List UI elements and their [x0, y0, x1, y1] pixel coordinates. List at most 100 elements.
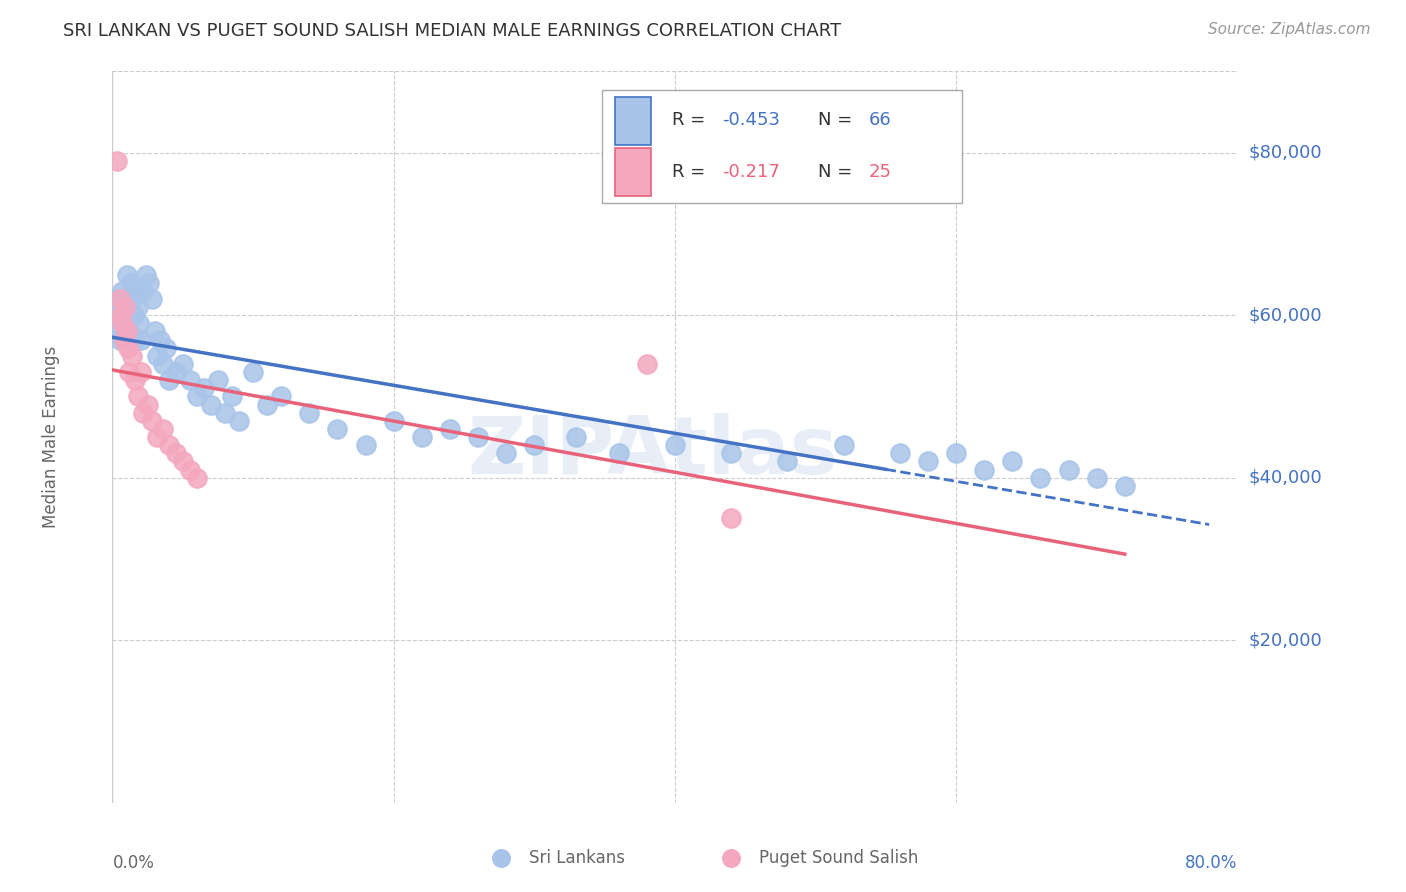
Point [889, 446, 911, 460]
Text: 66: 66 [869, 112, 891, 129]
Point [136, 398, 159, 412]
Point [354, 438, 377, 452]
Point [495, 446, 517, 460]
Point [129, 333, 152, 347]
Point [523, 438, 546, 452]
Text: 0.0%: 0.0% [112, 854, 155, 872]
Point [107, 308, 129, 322]
Text: R =: R = [672, 112, 710, 129]
Point [149, 333, 172, 347]
Point [118, 325, 141, 339]
Point [111, 316, 134, 330]
Point [165, 446, 187, 460]
Point [179, 462, 201, 476]
Point [104, 325, 127, 339]
Point [135, 268, 157, 282]
Text: Source: ZipAtlas.com: Source: ZipAtlas.com [1208, 22, 1371, 37]
Point [1057, 462, 1080, 476]
Point [172, 357, 194, 371]
Point [298, 406, 321, 420]
Point [128, 316, 150, 330]
Point [120, 276, 142, 290]
Point [270, 389, 292, 403]
Point [1001, 454, 1024, 468]
Point [124, 333, 146, 347]
Point [127, 389, 149, 403]
Point [467, 430, 489, 444]
Point [382, 414, 405, 428]
Text: Sri Lankans: Sri Lankans [529, 848, 624, 867]
Point [172, 454, 194, 468]
Point [973, 462, 995, 476]
Text: N =: N = [818, 162, 858, 180]
Point [111, 284, 134, 298]
Point [122, 308, 145, 322]
Point [207, 373, 229, 387]
Point [832, 438, 855, 452]
Point [108, 292, 131, 306]
Point [114, 292, 136, 306]
Text: SRI LANKAN VS PUGET SOUND SALISH MEDIAN MALE EARNINGS CORRELATION CHART: SRI LANKAN VS PUGET SOUND SALISH MEDIAN … [63, 22, 841, 40]
Point [256, 398, 278, 412]
Point [411, 430, 433, 444]
Text: $80,000: $80,000 [1249, 144, 1322, 161]
Point [664, 438, 686, 452]
Point [117, 341, 139, 355]
Text: $20,000: $20,000 [1249, 632, 1322, 649]
Point [165, 365, 187, 379]
Point [1085, 471, 1108, 485]
Point [146, 430, 169, 444]
Point [121, 292, 143, 306]
Text: $60,000: $60,000 [1249, 306, 1322, 324]
Point [439, 422, 461, 436]
Point [121, 349, 143, 363]
Point [127, 300, 149, 314]
Point [118, 365, 141, 379]
Point [157, 373, 180, 387]
Point [186, 471, 208, 485]
Point [132, 406, 155, 420]
Point [129, 365, 152, 379]
Point [636, 357, 658, 371]
Text: ZIPAtlas: ZIPAtlas [467, 413, 838, 491]
Point [157, 438, 180, 452]
Text: N =: N = [818, 112, 858, 129]
Point [193, 381, 215, 395]
Point [141, 414, 163, 428]
Point [112, 316, 135, 330]
Point [186, 389, 208, 403]
Text: -0.453: -0.453 [723, 112, 780, 129]
Point [242, 365, 264, 379]
Point [228, 414, 250, 428]
Point [115, 268, 138, 282]
Point [108, 333, 131, 347]
Point [143, 325, 166, 339]
Text: Puget Sound Salish: Puget Sound Salish [759, 848, 918, 867]
Text: R =: R = [672, 162, 710, 180]
Point [917, 454, 939, 468]
Point [117, 308, 139, 322]
Text: Median Male Earnings: Median Male Earnings [42, 346, 59, 528]
Bar [616, 148, 651, 195]
Point [326, 422, 349, 436]
Point [945, 446, 967, 460]
FancyBboxPatch shape [602, 90, 962, 203]
Point [776, 454, 799, 468]
Point [1029, 471, 1052, 485]
Point [105, 153, 128, 168]
Point [720, 511, 742, 525]
Point [179, 373, 201, 387]
Point [607, 446, 630, 460]
Point [152, 357, 174, 371]
Point [110, 300, 132, 314]
Bar [616, 97, 651, 145]
Point [214, 406, 236, 420]
Point [200, 398, 222, 412]
Point [565, 430, 588, 444]
Point [115, 325, 138, 339]
Point [586, 796, 609, 810]
Point [152, 422, 174, 436]
Point [112, 333, 135, 347]
Text: 80.0%: 80.0% [1185, 854, 1237, 872]
Point [132, 284, 155, 298]
